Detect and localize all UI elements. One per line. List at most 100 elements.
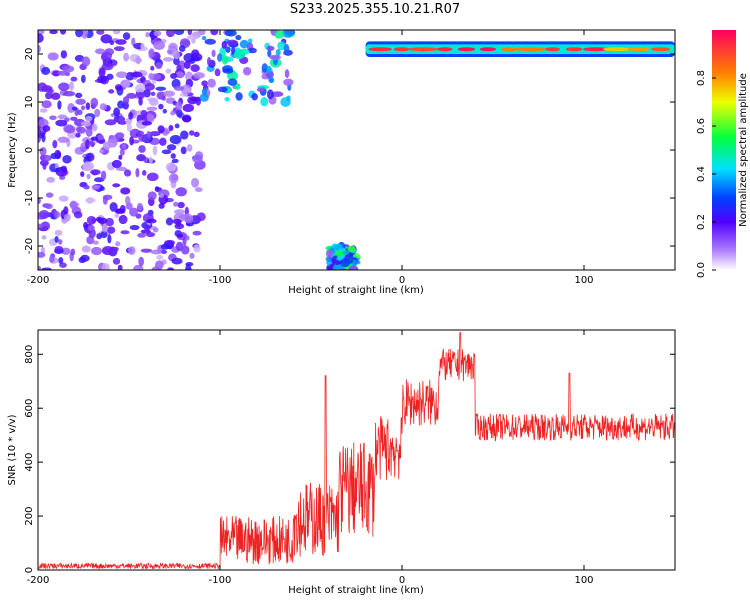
- spectrogram-plot: [38, 30, 675, 270]
- colorbar-tick-label: 0.6: [696, 118, 707, 134]
- spectral-cell: [182, 114, 192, 123]
- spectral-cell: [104, 119, 117, 126]
- spectral-cell: [45, 192, 54, 198]
- spectral-cell: [283, 43, 290, 53]
- spectral-cell: [207, 78, 216, 88]
- spectral-cell: [125, 195, 131, 206]
- spectral-cell: [67, 103, 75, 114]
- spectral-cell: [186, 144, 193, 152]
- spectral-cell: [174, 223, 185, 230]
- spectral-cell: [171, 257, 183, 265]
- spectral-cell: [173, 85, 185, 91]
- spectral-cell: [129, 136, 134, 146]
- spectral-cell: [115, 39, 127, 45]
- spectral-cell: [150, 91, 156, 97]
- spectral-cell: [92, 240, 99, 245]
- spectral-cell: [42, 163, 47, 170]
- spectral-cell: [193, 244, 201, 253]
- spectral-cell: [152, 145, 158, 156]
- spectral-cell: [123, 169, 132, 177]
- spectral-cell: [201, 88, 208, 95]
- spectral-cell: [109, 40, 114, 46]
- spectral-cell: [168, 42, 178, 52]
- spectral-cell: [120, 187, 131, 195]
- spectral-cell: [226, 39, 238, 46]
- x-tick-label: 100: [574, 575, 593, 586]
- spectral-cell: [184, 60, 191, 69]
- spectral-cell: [150, 249, 162, 255]
- spectral-cell: [214, 68, 221, 77]
- colorbar-gradient: [712, 30, 736, 270]
- x-tick-label: 0: [399, 575, 405, 586]
- spectral-cell: [242, 66, 252, 76]
- spectral-cell: [146, 130, 151, 139]
- spectral-cell: [165, 30, 175, 38]
- spectral-cell: [131, 71, 143, 78]
- spectral-cell: [282, 30, 294, 38]
- spectral-cell: [82, 161, 95, 172]
- spectral-cell: [120, 230, 130, 235]
- spectral-cell: [187, 35, 199, 40]
- spectral-cell: [106, 73, 114, 80]
- spectral-cell: [57, 100, 62, 110]
- spectral-cell: [41, 267, 53, 270]
- spectral-cell: [169, 134, 182, 145]
- x-tick-label: -200: [27, 575, 50, 586]
- spectral-cell: [184, 216, 194, 224]
- spectral-cell: [97, 75, 107, 83]
- spectral-cell: [96, 30, 105, 35]
- spectral-cell: [147, 97, 158, 103]
- spectral-cell: [136, 91, 145, 99]
- spectral-cell: [58, 239, 63, 245]
- spectral-cell: [136, 154, 146, 162]
- spectral-cell: [107, 234, 112, 244]
- colorbar-tick-label: 0.4: [696, 166, 707, 182]
- spectral-cell: [75, 30, 83, 38]
- spectral-cell: [210, 30, 219, 36]
- spectral-cell: [173, 57, 180, 66]
- spectral-cell: [268, 77, 275, 84]
- spectral-cell: [117, 264, 123, 270]
- spectral-cell: [225, 30, 237, 37]
- x-tick-label: -200: [27, 275, 50, 286]
- spectral-cell: [275, 49, 281, 57]
- spectral-cell: [99, 149, 104, 154]
- spectral-cell: [80, 171, 85, 177]
- spectral-cell: [161, 95, 166, 101]
- y-tick-label: 10: [24, 96, 35, 109]
- spectral-cell: [174, 123, 180, 129]
- spectral-cell: [75, 98, 86, 105]
- spectral-cell: [44, 91, 53, 100]
- spectral-cell: [153, 40, 165, 51]
- spectral-cell: [235, 92, 243, 101]
- carrier-peak: [565, 47, 583, 52]
- spectral-cell: [159, 137, 167, 146]
- spectral-cell: [112, 246, 119, 252]
- spectral-cell: [98, 68, 106, 78]
- spectral-cell: [146, 218, 157, 224]
- spectral-cell: [189, 252, 195, 259]
- spectral-cell: [231, 46, 236, 55]
- spectral-cell: [185, 71, 194, 81]
- spectral-cell: [140, 109, 148, 118]
- spectrogram-xlabel: Height of straight line (km): [288, 285, 424, 296]
- spectral-cell: [101, 62, 114, 71]
- spectral-cell: [101, 262, 110, 270]
- spectral-cell: [145, 232, 156, 238]
- spectral-cell: [94, 108, 101, 118]
- spectral-cell: [148, 156, 153, 164]
- spectral-cell: [159, 193, 165, 198]
- spectral-cell: [131, 37, 136, 46]
- spectral-cell: [90, 169, 101, 176]
- spectral-cell: [86, 173, 91, 179]
- spectral-cell: [277, 41, 286, 51]
- spectral-cell: [128, 112, 134, 120]
- spectral-cell: [163, 90, 175, 97]
- spectral-cell: [173, 201, 179, 207]
- spectral-cell: [135, 83, 146, 94]
- spectral-cell: [124, 81, 130, 88]
- spectral-cell: [266, 89, 274, 100]
- spectral-cell: [167, 49, 173, 55]
- spectral-cell: [138, 96, 143, 106]
